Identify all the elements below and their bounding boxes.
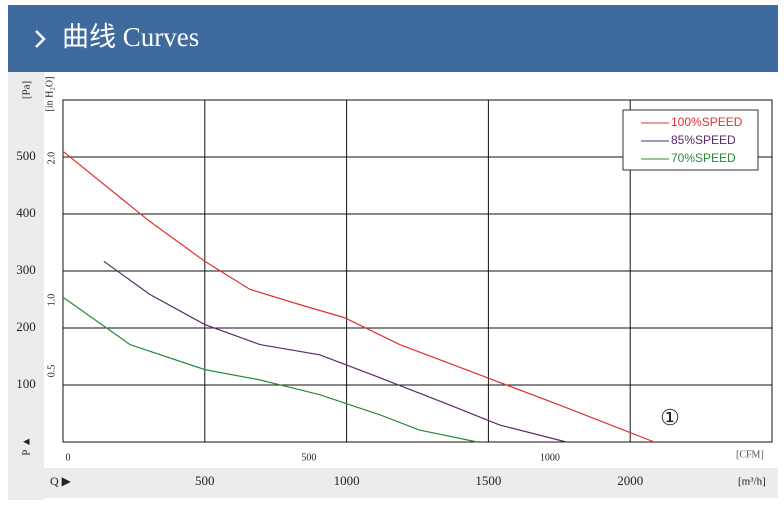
x2-label: [CFM] bbox=[736, 449, 764, 460]
header-bar bbox=[8, 5, 778, 72]
y-tick-label: 300 bbox=[16, 262, 36, 277]
y-tick-label: 400 bbox=[16, 205, 36, 220]
y-tick-label: 200 bbox=[16, 319, 36, 334]
y2-tick-label: 0.5 bbox=[46, 365, 57, 378]
curve bbox=[62, 296, 478, 443]
x-tick-label: 500 bbox=[195, 473, 215, 488]
y-label: [Pa] bbox=[21, 81, 33, 99]
y-tick-label: 500 bbox=[16, 148, 36, 163]
x-label: [m³/h] bbox=[738, 476, 766, 488]
y-axis-symbol: P ▲ bbox=[21, 436, 33, 455]
y2-label: [in H₂O] bbox=[44, 77, 55, 112]
header-title: 曲线 Curves bbox=[62, 22, 199, 52]
bottom-strip bbox=[8, 468, 778, 498]
legend-label: 85%SPEED bbox=[671, 133, 736, 147]
x-tick-label: 1000 bbox=[334, 473, 360, 488]
x-tick-label: 1500 bbox=[475, 473, 501, 488]
y2-tick-label: 2.0 bbox=[46, 152, 57, 165]
x2-tick-label: 1000 bbox=[540, 452, 560, 463]
curve bbox=[62, 150, 655, 443]
x2-tick-label: 500 bbox=[301, 452, 316, 463]
legend-box bbox=[622, 109, 759, 171]
legend-label: 70%SPEED bbox=[671, 151, 736, 165]
y2-tick-label: 1.0 bbox=[46, 294, 57, 307]
x-tick-label: 2000 bbox=[617, 473, 643, 488]
curve bbox=[103, 260, 567, 443]
left-strip bbox=[8, 72, 44, 500]
x2-tick-label: 0 bbox=[66, 452, 71, 463]
y-tick-label: 100 bbox=[16, 376, 36, 391]
annotation: ① bbox=[660, 405, 680, 430]
x-axis-symbol: Q ▶ bbox=[50, 474, 72, 488]
legend-label: 100%SPEED bbox=[671, 115, 743, 129]
chevron-icon bbox=[35, 30, 46, 48]
